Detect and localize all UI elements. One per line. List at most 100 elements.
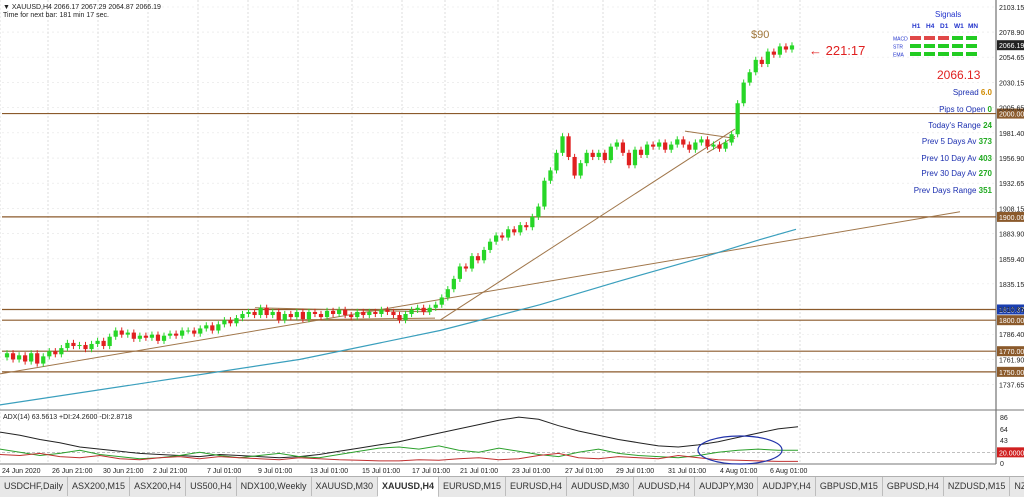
signals-row-label: EMA [893,53,905,59]
candle-body [180,330,185,336]
price-tick-label: 1883.90 [999,232,1024,239]
candle-body [222,320,227,325]
candle-body [777,46,783,55]
chart-tab[interactable]: EURUSD,H4 [506,477,568,496]
info-row-value: 373 [979,137,993,146]
signals-row-label: STR [893,45,903,51]
signal-cell [938,44,949,48]
candle-body [693,142,698,150]
chart-tab[interactable]: US500,H4 [186,477,237,496]
candle-body [789,45,795,50]
signals-timeframe: MN [968,23,978,30]
ema-line [0,228,797,406]
candle-body [475,256,481,261]
chart-tab[interactable]: AUDJPY,H4 [758,477,816,496]
candle-body [493,235,499,242]
candle-body [300,311,306,320]
candle-body [95,340,100,344]
signal-cell [938,52,949,56]
candle-body [572,156,577,176]
info-row-label: Prev 30 Day Av [921,169,978,178]
candle-body [107,336,112,347]
candle-body [337,309,342,314]
candle-body [500,235,505,238]
adx-current-label: 20.0000 [999,450,1024,457]
chart-tab[interactable]: AUDJPY,M30 [695,477,759,496]
candle-body [590,152,595,157]
time-tick-label: 30 Jun 21:00 [103,468,144,475]
signals-timeframe: W1 [954,23,964,30]
chart-tab[interactable]: EURUSD,M15 [439,477,507,496]
chart-tab[interactable]: NZDUSD,H4 [1010,477,1024,496]
candle-body [306,311,312,320]
chart-area[interactable]: 2000.00 1900.00 1810.37 1800.00 1770.00 1750.… [0,0,1024,476]
plus-di-line [0,445,798,460]
candle-body [167,333,173,336]
candle-body [71,342,76,347]
price-tick-label: 2078.90 [999,30,1024,37]
candle-body [596,152,601,157]
info-row: Prev Days Range 351 [914,186,993,195]
last-price-label: 2066.19 [999,43,1024,50]
level-label: 2000.00 [999,112,1024,119]
time-tick-label: 15 Jul 01:00 [362,468,400,475]
candle-body [216,324,221,331]
chart-tab[interactable]: USDCHF,Daily [0,477,69,496]
time-tick-label: 9 Jul 01:00 [258,468,292,475]
candle-body [451,278,456,290]
signals-row-label: MACD [893,37,908,43]
chart-tab[interactable]: XAUUSD,M30 [312,477,379,496]
candle-body [192,330,197,334]
info-row-value: 403 [979,154,993,163]
chart-tab-bar: USDCHF,Daily ASX200,M15 ASX200,H4 US500,H4 N… [0,476,1024,497]
info-row: Prev 5 Days Av 373 [922,137,993,146]
candle-body [252,311,257,316]
chart-tab[interactable]: GBPUSD,H4 [883,477,944,496]
adx-current-tag [997,447,1024,458]
chart-tab[interactable]: NDX100,Weekly [237,477,312,496]
candle-body [397,315,402,321]
chart-tab[interactable]: AUDUSD,M30 [567,477,635,496]
candle-body [681,139,686,145]
signals-title: Signals [935,10,961,19]
signal-cell [910,52,921,56]
pips-annotation: ← 221:17 [809,43,865,58]
signal-cell [966,44,977,48]
candle-body [288,313,293,318]
trend-line [684,130,736,139]
info-row-label: Spread [953,88,981,97]
level-tag [997,211,1024,222]
level-label: 1750.00 [999,370,1024,377]
candle-body [753,59,758,73]
level-tag [997,108,1024,119]
level-label: 1800.00 [999,318,1024,325]
candle-body [403,313,408,321]
candle-body [246,311,251,314]
price-tick-label: 2054.65 [999,55,1024,62]
chart-tab[interactable]: XAUUSD,H4 [378,477,440,497]
price-target-annotation: $90 [751,29,769,41]
info-row-label: Prev 10 Day Av [921,154,978,163]
chart-tab[interactable]: AUDUSD,H4 [634,477,696,496]
price-tick-label: 1761.90 [999,358,1024,365]
candle-body [723,142,728,149]
candle-body [632,149,638,166]
candle-body [427,307,432,312]
candle-body [445,289,450,298]
signals-timeframe: H1 [912,23,921,30]
chart-tab[interactable]: ASX200,H4 [130,477,187,496]
time-tick-label: 13 Jul 01:00 [310,468,348,475]
adx-line [0,416,799,459]
candle-body [759,59,764,64]
candle-body [554,152,559,171]
chart-tab[interactable]: NZDUSD,M15 [944,477,1011,496]
candle-body [330,310,336,314]
candle-body [113,330,118,337]
candle-body [735,103,740,135]
chart-tab[interactable]: ASX200,M15 [68,477,131,496]
candle-body [518,225,523,233]
candle-body [355,311,360,318]
trend-line [254,307,431,313]
chart-tab[interactable]: GBPUSD,M15 [816,477,883,496]
candle-body [481,249,487,261]
